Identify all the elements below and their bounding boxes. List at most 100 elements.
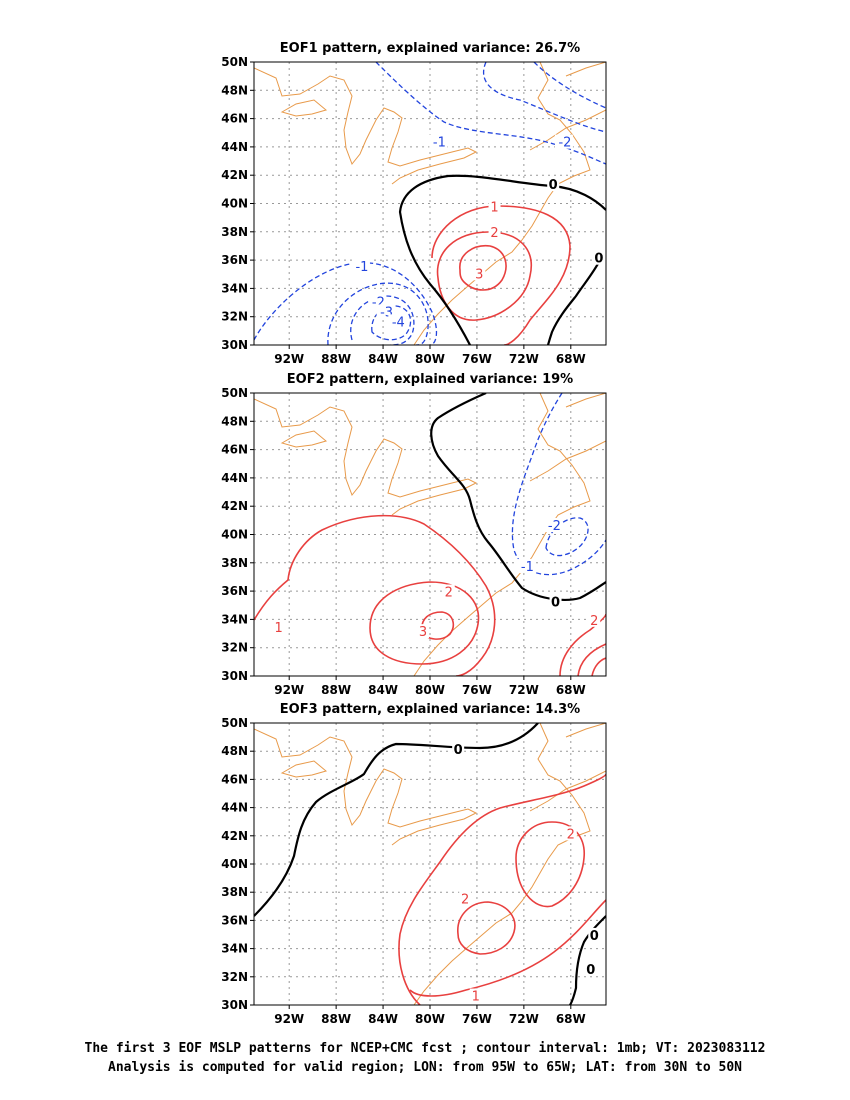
contour-label-bg [473, 266, 486, 281]
contour-label: -1 [355, 260, 368, 275]
lon-tick-label: 84W [368, 683, 398, 697]
lon-tick-label: 68W [556, 683, 586, 697]
lon-tick-label: 68W [556, 1012, 586, 1026]
contour-label-bg [459, 891, 472, 906]
contour-label-bg [469, 988, 482, 1003]
contour-label: 1 [490, 201, 498, 216]
lat-tick-label: 50N [221, 55, 248, 69]
lon-tick-label: 84W [368, 352, 398, 366]
contour-label: -4 [392, 315, 405, 330]
contour-label: -1 [521, 560, 534, 575]
contour-label-bg [488, 225, 501, 240]
contour-label: 2 [590, 614, 598, 629]
lon-tick-label: 92W [274, 683, 304, 697]
contours-zero [430, 393, 606, 601]
contours-positive [398, 773, 606, 1005]
lon-tick-label: 84W [368, 1012, 398, 1026]
lat-tick-label: 30N [221, 998, 248, 1012]
lon-tick-label: 80W [415, 352, 445, 366]
contour-label: 2 [490, 226, 498, 241]
contour-label-bg [564, 826, 577, 841]
contour-label: 1 [274, 621, 282, 636]
lat-tick-label: 38N [221, 556, 248, 570]
lat-tick-label: 40N [221, 857, 248, 871]
lon-tick-label: 80W [415, 683, 445, 697]
lon-tick-label: 92W [274, 352, 304, 366]
lat-tick-label: 50N [221, 386, 248, 400]
lat-tick-label: 44N [221, 471, 248, 485]
lat-tick-label: 44N [221, 140, 248, 154]
lon-tick-label: 76W [462, 352, 492, 366]
contour-label: 0 [586, 963, 595, 978]
lon-tick-label: 88W [321, 352, 351, 366]
lat-tick-label: 38N [221, 885, 248, 899]
contour-label: 0 [454, 743, 463, 758]
lat-tick-label: 34N [221, 942, 248, 956]
grid-lines [254, 723, 606, 1005]
contour-label: 0 [590, 929, 599, 944]
contour-label-bg [272, 619, 285, 634]
lon-tick-label: 76W [462, 1012, 492, 1026]
contour-label-bg [517, 559, 536, 574]
lon-tick-label: 72W [509, 1012, 539, 1026]
lat-tick-label: 34N [221, 612, 248, 626]
lon-tick-label: 92W [274, 1012, 304, 1026]
lat-tick-label: 42N [221, 168, 248, 182]
contour-label: 0 [551, 595, 560, 610]
panel-title: EOF3 pattern, explained variance: 14.3% [280, 702, 580, 717]
contour-label: 0 [549, 178, 558, 193]
contour-label-bg [547, 177, 560, 192]
contour-label: -2 [558, 136, 571, 151]
contour-label: 3 [419, 625, 427, 640]
caption-line-2: Analysis is computed for valid region; L… [108, 1060, 742, 1075]
panel-title: EOF2 pattern, explained variance: 19% [287, 372, 573, 387]
lat-tick-label: 32N [221, 641, 248, 655]
contour-label-bg [549, 594, 562, 609]
contours-positive [431, 205, 571, 345]
contour-label-bg [588, 612, 601, 627]
lat-tick-label: 30N [221, 338, 248, 352]
lat-tick-label: 38N [221, 225, 248, 239]
contour-label-bg [592, 250, 605, 265]
coastlines [254, 723, 606, 1005]
lon-tick-label: 80W [415, 1012, 445, 1026]
contours-positive [254, 514, 606, 676]
contour-label-bg [544, 518, 563, 533]
grid-lines [254, 393, 606, 676]
contour-label-bg [452, 741, 465, 756]
contour-label: -2 [548, 519, 561, 534]
lat-tick-label: 44N [221, 801, 248, 815]
lat-tick-label: 34N [221, 281, 248, 295]
contour-label-bg [584, 961, 597, 976]
contour-label: 2 [567, 827, 575, 842]
contour-label: -1 [433, 136, 446, 151]
contour-label-bg [388, 314, 407, 329]
panel-eof1: EOF1 pattern, explained variance: 26.7% [221, 41, 607, 366]
lat-tick-label: 40N [221, 528, 248, 542]
lat-tick-label: 48N [221, 744, 248, 758]
contour-label: 3 [475, 267, 483, 282]
lat-tick-label: 46N [221, 772, 248, 786]
caption-line-1: The first 3 EOF MSLP patterns for NCEP+C… [84, 1041, 766, 1056]
lon-tick-label: 72W [509, 352, 539, 366]
lat-tick-label: 32N [221, 310, 248, 324]
lon-tick-label: 88W [321, 683, 351, 697]
contour-label-bg [429, 134, 448, 149]
contour-label: 2 [445, 586, 453, 601]
lat-tick-label: 42N [221, 829, 248, 843]
contour-label: 1 [472, 990, 480, 1005]
contours-negative [254, 62, 606, 345]
lat-tick-label: 36N [221, 913, 248, 927]
grid-lines [254, 62, 606, 345]
contour-label-bg [416, 624, 429, 639]
contours-negative [511, 393, 606, 576]
panel-eof2: EOF2 pattern, explained variance: 19% [221, 372, 607, 697]
lat-tick-label: 36N [221, 584, 248, 598]
lat-tick-label: 40N [221, 197, 248, 211]
lat-tick-label: 48N [221, 83, 248, 97]
contour-label-bg [554, 134, 573, 149]
lon-tick-label: 72W [509, 683, 539, 697]
lon-tick-label: 88W [321, 1012, 351, 1026]
contour-label-bg [442, 584, 455, 599]
